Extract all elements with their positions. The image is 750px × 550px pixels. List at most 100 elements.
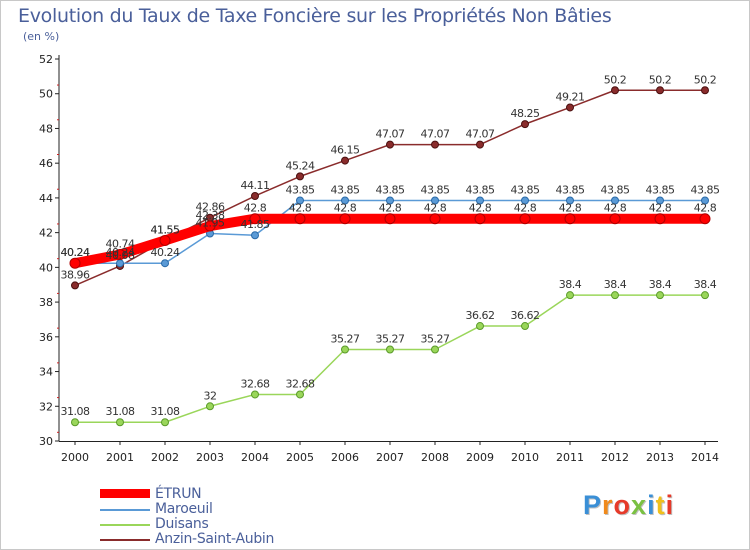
- legend-swatch: [100, 539, 150, 541]
- data-label-etrun: 42.8: [694, 202, 717, 215]
- data-label-anzin-saint-aubin: 38.96: [61, 268, 90, 281]
- data-label-duisans: 35.27: [421, 332, 450, 345]
- y-tick-label: 32: [39, 400, 53, 413]
- data-point-duisans: [611, 291, 619, 300]
- data-label-duisans: 38.4: [604, 278, 627, 291]
- data-point-duisans: [566, 291, 574, 300]
- chart-unit-label: (en %): [23, 30, 60, 43]
- x-tick-label: 2008: [421, 451, 449, 464]
- legend-label: Anzin-Saint-Aubin: [155, 531, 275, 547]
- data-label-anzin-saint-aubin: 47.07: [466, 128, 495, 141]
- data-point-etrun: [564, 213, 576, 225]
- data-label-anzin-saint-aubin: 42.86: [196, 201, 225, 214]
- data-point-duisans: [71, 418, 79, 427]
- data-label-maroeuil: 43.85: [331, 184, 360, 197]
- proxiti-logo: Proxiti: [583, 490, 674, 521]
- data-point-duisans: [386, 345, 394, 354]
- series-line-duisans: [74, 294, 706, 423]
- x-tick-label: 2007: [376, 451, 404, 464]
- data-point-anzin-saint-aubin: [251, 191, 259, 200]
- y-tick-label: 46: [39, 157, 53, 170]
- x-tick-label: 2013: [646, 451, 674, 464]
- y-tick-label: 52: [39, 53, 53, 66]
- data-point-maroeuil: [296, 196, 304, 205]
- logo-letter: i: [665, 490, 675, 520]
- legend-swatch: [100, 509, 150, 511]
- data-label-duisans: 38.4: [559, 278, 582, 291]
- data-label-anzin-saint-aubin: 49.21: [556, 90, 585, 103]
- data-label-etrun: 42.8: [514, 202, 537, 215]
- data-point-etrun: [609, 213, 621, 225]
- data-label-etrun: 40.24: [61, 246, 90, 259]
- data-point-duisans: [521, 322, 529, 331]
- data-point-etrun: [474, 213, 486, 225]
- series-layer: [69, 86, 711, 427]
- data-label-maroeuil: 41.95: [196, 217, 225, 230]
- x-tick-label: 2012: [601, 451, 629, 464]
- data-point-etrun: [249, 213, 261, 225]
- data-point-etrun: [699, 213, 711, 225]
- data-label-etrun: 42.8: [559, 202, 582, 215]
- data-label-duisans: 31.08: [61, 405, 90, 418]
- data-point-duisans: [701, 291, 709, 300]
- data-label-duisans: 32.68: [241, 377, 270, 390]
- y-tick-label: 36: [39, 331, 53, 344]
- y-tick-label: 44: [39, 192, 53, 205]
- data-label-etrun: 42.8: [334, 202, 357, 215]
- data-point-duisans: [251, 390, 259, 399]
- legend-label: Maroeuil: [155, 501, 213, 517]
- data-point-anzin-saint-aubin: [476, 140, 484, 149]
- data-label-anzin-saint-aubin: 41.55: [151, 223, 180, 236]
- data-label-maroeuil: 43.85: [421, 184, 450, 197]
- data-label-anzin-saint-aubin: 40.08: [106, 249, 135, 262]
- data-point-maroeuil: [431, 196, 439, 205]
- legend-label: Duisans: [155, 516, 209, 532]
- data-point-etrun: [339, 213, 351, 225]
- data-point-anzin-saint-aubin: [656, 86, 664, 95]
- data-label-etrun: 42.8: [289, 202, 312, 215]
- data-label-maroeuil: 43.85: [376, 184, 405, 197]
- data-point-maroeuil: [386, 196, 394, 205]
- legend-label: ÉTRUN: [155, 486, 202, 502]
- logo-letter: x: [631, 490, 648, 520]
- data-point-anzin-saint-aubin: [521, 120, 529, 129]
- data-point-etrun: [294, 213, 306, 225]
- data-label-maroeuil: 43.85: [286, 184, 315, 197]
- data-point-anzin-saint-aubin: [611, 86, 619, 95]
- data-label-maroeuil: 43.85: [691, 184, 720, 197]
- data-point-duisans: [206, 402, 214, 411]
- data-point-duisans: [476, 322, 484, 331]
- data-point-anzin-saint-aubin: [296, 172, 304, 181]
- data-label-duisans: 38.4: [694, 278, 717, 291]
- y-tick-label: 38: [39, 296, 53, 309]
- data-label-duisans: 32: [204, 389, 217, 402]
- axes: 30 32 34 36 38 40 42 44 46 48 50 52 2000 2001 2002 2003…: [39, 53, 719, 464]
- x-tick-label: 2001: [106, 451, 134, 464]
- data-label-etrun: 42.8: [379, 202, 402, 215]
- data-point-duisans: [341, 345, 349, 354]
- data-point-maroeuil: [521, 196, 529, 205]
- x-tick-label: 2005: [286, 451, 314, 464]
- data-point-maroeuil: [341, 196, 349, 205]
- x-tick-label: 2004: [241, 451, 269, 464]
- x-tick-label: 2014: [691, 451, 719, 464]
- x-tick-label: 2002: [151, 451, 179, 464]
- data-label-etrun: 42.8: [604, 202, 627, 215]
- data-label-duisans: 38.4: [649, 278, 672, 291]
- data-point-etrun: [114, 249, 126, 261]
- data-point-anzin-saint-aubin: [341, 156, 349, 165]
- data-label-anzin-saint-aubin: 45.24: [286, 159, 315, 172]
- data-point-etrun: [159, 234, 171, 246]
- legend-swatch: [100, 489, 150, 498]
- data-point-maroeuil: [656, 196, 664, 205]
- data-point-anzin-saint-aubin: [566, 103, 574, 112]
- data-point-anzin-saint-aubin: [431, 140, 439, 149]
- y-tick-label: 42: [39, 227, 53, 240]
- data-point-maroeuil: [476, 196, 484, 205]
- data-label-maroeuil: 40.24: [106, 246, 135, 259]
- data-label-etrun: 41.55: [151, 223, 180, 236]
- data-label-duisans: 31.08: [106, 405, 135, 418]
- data-label-maroeuil: 43.85: [601, 184, 630, 197]
